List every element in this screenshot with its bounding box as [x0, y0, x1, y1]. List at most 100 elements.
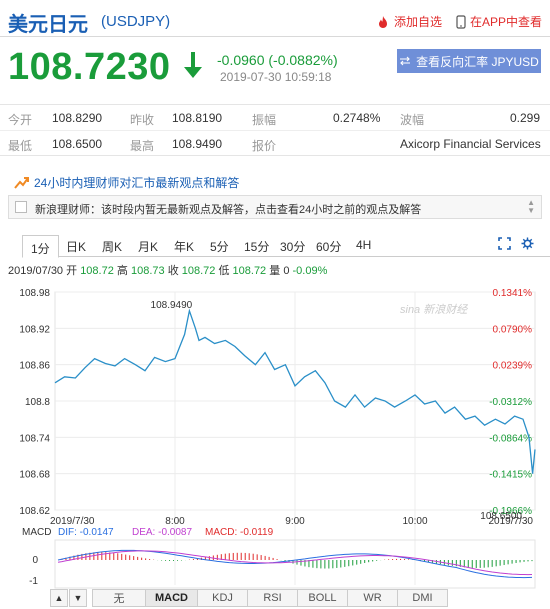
candle-info-line: 2019/07/30 开 108.72 高 108.73 收 108.72 低 …	[8, 262, 327, 278]
settings-icon[interactable]	[521, 237, 534, 250]
reverse-rate-button[interactable]: 查看反向汇率 JPYUSD	[397, 49, 541, 73]
header-divider	[0, 36, 550, 37]
x-axis-ticks: 2019/7/30 8:00 9:00 10:00 2019/7/30	[50, 516, 533, 527]
swap-icon	[400, 56, 411, 66]
advisor-link-label: 24小时内理财师对汇市最新观点和解答	[34, 176, 240, 190]
stat-label-prev-close: 昨收	[130, 113, 155, 127]
indicator-tab-kdj[interactable]: KDJ	[198, 589, 248, 607]
indicator-tab-none[interactable]: 无	[92, 589, 146, 607]
macd-dif: DIF: -0.0147	[58, 527, 114, 538]
pct-tick-label: 0.0790%	[493, 324, 533, 335]
pct-tick-label: 0.0239%	[493, 361, 533, 372]
dea-line	[57, 550, 533, 576]
indicator-tab-wr[interactable]: WR	[348, 589, 398, 607]
extreme-labels: 108.9490 108.6500	[151, 300, 523, 522]
y-tick-label: 108.62	[19, 506, 50, 517]
prev-button[interactable]: ▲	[50, 589, 68, 607]
x-tick-label: 8:00	[165, 516, 185, 527]
stats-row: 最低 108.6500 最高 108.9490 报价 Axicorp Finan…	[0, 131, 550, 157]
stat-label-open: 今开	[8, 113, 33, 127]
y-tick-label: 108.92	[19, 324, 50, 335]
indicator-tab-macd[interactable]: MACD	[146, 589, 198, 607]
stat-value-high: 108.9490	[172, 137, 223, 151]
timeframe-tabs: 1分 日K 周K 月K 年K 5分 15分 30分 60分 4H	[22, 235, 550, 258]
down-triangle-icon: ▼	[73, 593, 83, 603]
tab-1min[interactable]: 1分	[22, 235, 59, 258]
stat-value-quoter: Axicorp Financial Services	[400, 137, 541, 151]
stats-row: 今开 108.8290 昨收 108.8190 振幅 0.2748% 波幅 0.…	[0, 105, 550, 131]
advisor-notice-text: 新浪理财师：该时段内暂无最新观点及解答，点击查看24小时之前的观点及解答	[35, 204, 422, 216]
y-tick-label: 108.86	[19, 361, 50, 372]
indicator-tab-boll[interactable]: BOLL	[298, 589, 348, 607]
fullscreen-icon[interactable]	[498, 237, 511, 250]
tab-5min[interactable]: 5分	[210, 240, 229, 254]
pct-tick-label: -0.0312%	[489, 397, 532, 408]
header: 美元日元 (USDJPY) 添加自选 在APP中查看	[0, 0, 550, 38]
advisor-notice[interactable]: 新浪理财师：该时段内暂无最新观点及解答，点击查看24小时之前的观点及解答 ▲ ▼	[8, 195, 542, 219]
flame-icon	[379, 15, 387, 28]
stat-label-range: 波幅	[400, 113, 425, 127]
scroll-arrows-icon[interactable]: ▲ ▼	[527, 198, 535, 215]
tab-4h[interactable]: 4H	[356, 238, 372, 252]
tab-15min[interactable]: 15分	[244, 240, 270, 254]
stat-value-amplitude: 0.2748%	[333, 111, 381, 125]
chart-grid	[54, 291, 536, 585]
macd-legend: MACD DIF: -0.0147 DEA: -0.0087 MACD: -0.…	[22, 527, 274, 538]
macd-tick-zero: 0	[32, 555, 38, 566]
pct-tick-label: -0.0864%	[489, 433, 532, 444]
stats-table: 今开 108.8290 昨收 108.8190 振幅 0.2748% 波幅 0.…	[0, 104, 550, 156]
tab-60min[interactable]: 60分	[316, 240, 342, 254]
info-low: 108.72	[232, 265, 267, 277]
tab-weekly[interactable]: 周K	[102, 240, 123, 254]
phone-icon	[456, 14, 466, 29]
page-title: 美元日元	[8, 14, 88, 36]
macd-label: MACD	[22, 527, 51, 538]
advisor-link[interactable]: 24小时内理财师对汇市最新观点和解答	[14, 174, 239, 191]
stat-label-quoter: 报价	[252, 139, 277, 153]
y-tick-label: 108.68	[19, 470, 50, 481]
y-tick-label: 108.8	[25, 397, 50, 408]
tab-monthly[interactable]: 月K	[138, 240, 159, 254]
info-vol: 0	[283, 265, 290, 277]
macd-value: MACD: -0.0119	[205, 527, 274, 538]
tab-30min[interactable]: 30分	[280, 240, 306, 254]
price-chart[interactable]: sina 新浪财经 108.98108.92108.86108.8108.741…	[0, 280, 550, 609]
trend-icon	[14, 176, 29, 189]
tab-yearly[interactable]: 年K	[174, 240, 195, 254]
stat-value-low: 108.6500	[52, 137, 103, 151]
pct-tick-label: 0.1341%	[493, 288, 533, 299]
indicator-tabs: 无 MACD KDJ RSI BOLL WR DMI	[92, 589, 448, 607]
indicator-tab-dmi[interactable]: DMI	[398, 589, 448, 607]
macd-tick-neg: -1	[29, 576, 38, 587]
x-tick-label: 10:00	[402, 516, 427, 527]
stat-value-open: 108.8290	[52, 111, 103, 125]
info-low-label: 低	[218, 265, 230, 277]
x-tick-label: 2019/7/30	[50, 516, 95, 527]
next-button[interactable]: ▼	[69, 589, 87, 607]
pct-tick-label: -0.1966%	[489, 506, 532, 517]
min-price-label: 108.6500	[480, 511, 522, 522]
macd-dea: DEA: -0.0087	[132, 527, 192, 538]
chart-tools	[498, 237, 534, 250]
indicator-tab-rsi[interactable]: RSI	[248, 589, 298, 607]
pct-axis-ticks: 0.1341% 0.0790% 0.0239% -0.0312% -0.0864% -0.…	[489, 288, 532, 517]
tab-daily[interactable]: 日K	[66, 240, 87, 254]
info-pct: -0.09%	[292, 265, 328, 277]
info-vol-label: 量	[269, 265, 281, 277]
info-date: 2019/07/30	[8, 265, 64, 277]
stat-value-prev-close: 108.8190	[172, 111, 223, 125]
stat-label-high: 最高	[130, 139, 155, 153]
y-axis-ticks: 108.98 108.92 108.86 108.8 108.74 108.68 108.6…	[19, 288, 50, 517]
stat-value-range: 0.299	[510, 111, 541, 125]
max-price-label: 108.9490	[151, 300, 193, 311]
y-tick-label: 108.74	[19, 433, 50, 444]
quote-time: 2019-07-30 10:59:18	[220, 70, 332, 84]
view-in-app-button[interactable]: 在APP中查看	[456, 13, 542, 30]
info-open: 108.72	[80, 265, 114, 277]
stat-label-low: 最低	[8, 139, 33, 153]
info-close-label: 收	[167, 265, 179, 277]
add-favorite-button[interactable]: 添加自选	[376, 13, 442, 30]
reverse-rate-label: 查看反向汇率 JPYUSD	[416, 54, 539, 69]
stat-label-amplitude: 振幅	[252, 113, 277, 127]
x-tick-label: 2019/7/30	[489, 516, 534, 527]
